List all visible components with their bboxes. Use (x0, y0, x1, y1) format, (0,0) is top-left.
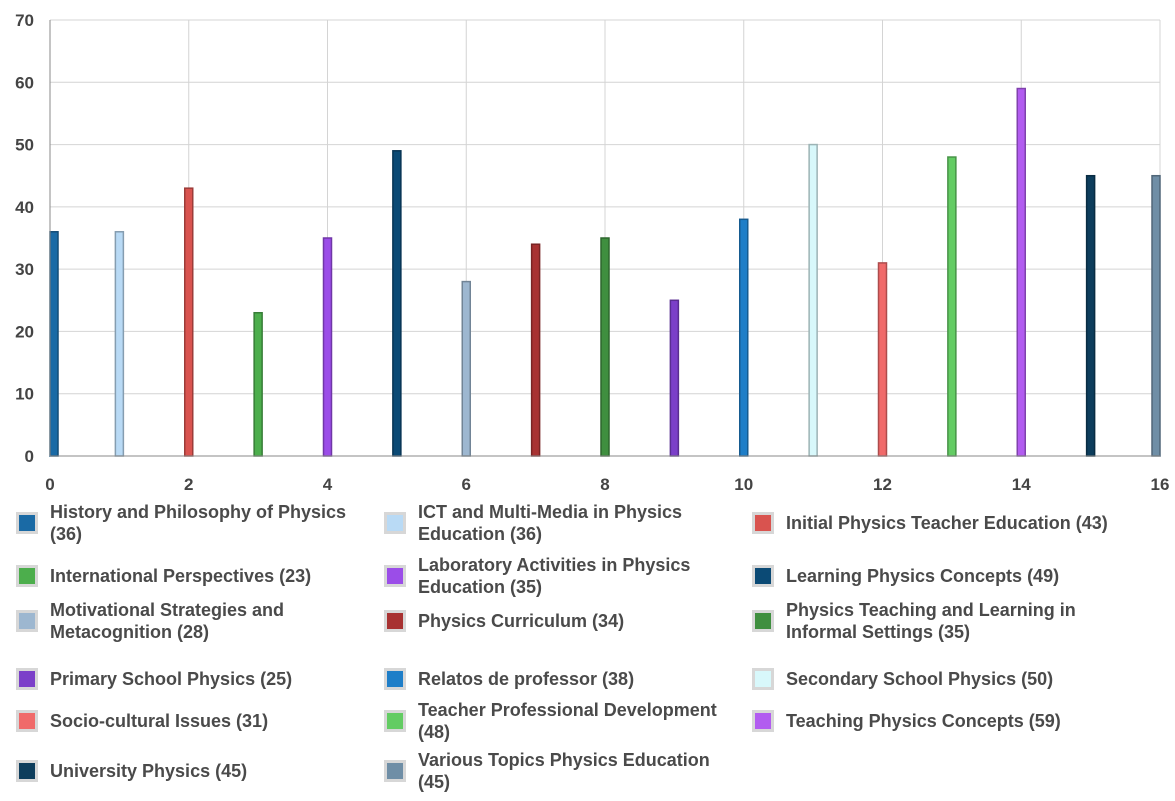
legend-label: Primary School Physics (25) (50, 669, 293, 689)
bar (392, 150, 402, 457)
legend-swatch (16, 565, 38, 587)
y-axis-ticks: 0 10 20 30 40 50 60 70 (15, 11, 34, 466)
legend-label: Socio-cultural Issues (31) (50, 711, 269, 731)
x-tick-label: 0 (45, 475, 54, 494)
legend-label: ICT and Multi-Media in Physics Education… (418, 502, 683, 544)
legend-label: Secondary School Physics (50) (786, 669, 1054, 689)
y-tick-label: 60 (15, 73, 34, 92)
x-axis-ticks: 0 2 4 6 8 10 12 14 16 (45, 475, 1169, 494)
legend-swatch (16, 610, 38, 632)
y-tick-label: 30 (15, 260, 34, 279)
legend-item: Physics Curriculum (34) (384, 598, 744, 644)
bar (253, 311, 263, 457)
legend-label: International Perspectives (23) (50, 566, 312, 586)
bar (184, 187, 194, 457)
legend-item: Learning Physics Concepts (49) (752, 553, 1112, 599)
legend-label: University Physics (45) (50, 761, 248, 781)
legend-swatch (384, 760, 406, 782)
legend-label: Learning Physics Concepts (49) (786, 566, 1060, 586)
bars (49, 87, 1161, 457)
legend-label: Physics Curriculum (34) (418, 611, 625, 631)
legend-swatch (752, 710, 774, 732)
bar (49, 231, 59, 457)
legend-swatch (384, 668, 406, 690)
bar (1151, 174, 1161, 457)
legend-swatch (752, 512, 774, 534)
legend-label: Initial Physics Teacher Education (43) (786, 513, 1108, 533)
legend-label: Relatos de professor (38) (418, 669, 635, 689)
legend-swatch (16, 512, 38, 534)
legend-swatch (384, 512, 406, 534)
bar (808, 143, 818, 457)
legend-item: History and Philosophy of Physics (36) (16, 500, 376, 546)
legend-swatch (384, 565, 406, 587)
legend-item: Primary School Physics (25) (16, 656, 376, 702)
legend-item: ICT and Multi-Media in Physics Education… (384, 500, 744, 546)
x-tick-label: 16 (1151, 475, 1170, 494)
bar (1016, 87, 1026, 457)
legend-item: Laboratory Activities in Physics Educati… (384, 553, 744, 599)
legend-swatch (16, 668, 38, 690)
legend-label: Motivational Strategies and Metacognitio… (50, 600, 285, 642)
x-tick-label: 6 (462, 475, 471, 494)
legend-swatch (752, 668, 774, 690)
bar (669, 299, 680, 457)
bar-chart: 0 10 20 30 40 50 60 70 0 2 4 6 8 10 12 14 16 (15, 11, 1169, 494)
x-tick-label: 12 (873, 475, 892, 494)
bar (114, 231, 125, 457)
legend-item: Socio-cultural Issues (31) (16, 698, 376, 744)
bar (1085, 174, 1096, 457)
legend-label: Teacher Professional Development (48) (418, 700, 717, 742)
bar (600, 237, 610, 457)
legend-swatch (752, 610, 774, 632)
legend-item: Initial Physics Teacher Education (43) (752, 500, 1112, 546)
legend-swatch (384, 710, 406, 732)
x-tick-label: 10 (734, 475, 753, 494)
legend-label: Physics Teaching and Learning in Informa… (786, 600, 1076, 642)
y-tick-label: 20 (15, 322, 34, 341)
x-tick-label: 8 (600, 475, 609, 494)
y-tick-label: 10 (15, 385, 34, 404)
bar (947, 156, 957, 457)
x-tick-label: 2 (184, 475, 193, 494)
legend-label: Various Topics Physics Education (45) (418, 750, 710, 792)
legend-label: Teaching Physics Concepts (59) (786, 711, 1061, 731)
legend-item: Teaching Physics Concepts (59) (752, 698, 1112, 744)
y-tick-label: 70 (15, 11, 34, 30)
legend-item: International Perspectives (23) (16, 553, 376, 599)
y-tick-label: 50 (15, 136, 34, 155)
legend-label: History and Philosophy of Physics (36) (50, 502, 347, 544)
bar (530, 243, 541, 457)
legend-item: Various Topics Physics Education (45) (384, 748, 744, 794)
legend-swatch (16, 710, 38, 732)
legend-item: Motivational Strategies and Metacognitio… (16, 598, 376, 644)
x-tick-label: 14 (1012, 475, 1031, 494)
bar (322, 237, 333, 457)
legend-item: Relatos de professor (38) (384, 656, 744, 702)
legend-item: Teacher Professional Development (48) (384, 698, 744, 744)
bar (739, 218, 749, 457)
legend-swatch (16, 760, 38, 782)
legend-item: Secondary School Physics (50) (752, 656, 1112, 702)
axes (49, 20, 1160, 457)
legend-swatch (384, 610, 406, 632)
y-tick-label: 0 (25, 447, 34, 466)
legend: History and Philosophy of Physics (36) IC… (0, 498, 1175, 801)
x-tick-label: 4 (323, 475, 333, 494)
y-tick-label: 40 (15, 198, 34, 217)
bar (461, 280, 471, 457)
legend-item: Physics Teaching and Learning in Informa… (752, 598, 1112, 644)
bar (877, 262, 888, 457)
legend-swatch (752, 565, 774, 587)
legend-item: University Physics (45) (16, 748, 376, 794)
legend-label: Laboratory Activities in Physics Educati… (418, 555, 691, 597)
